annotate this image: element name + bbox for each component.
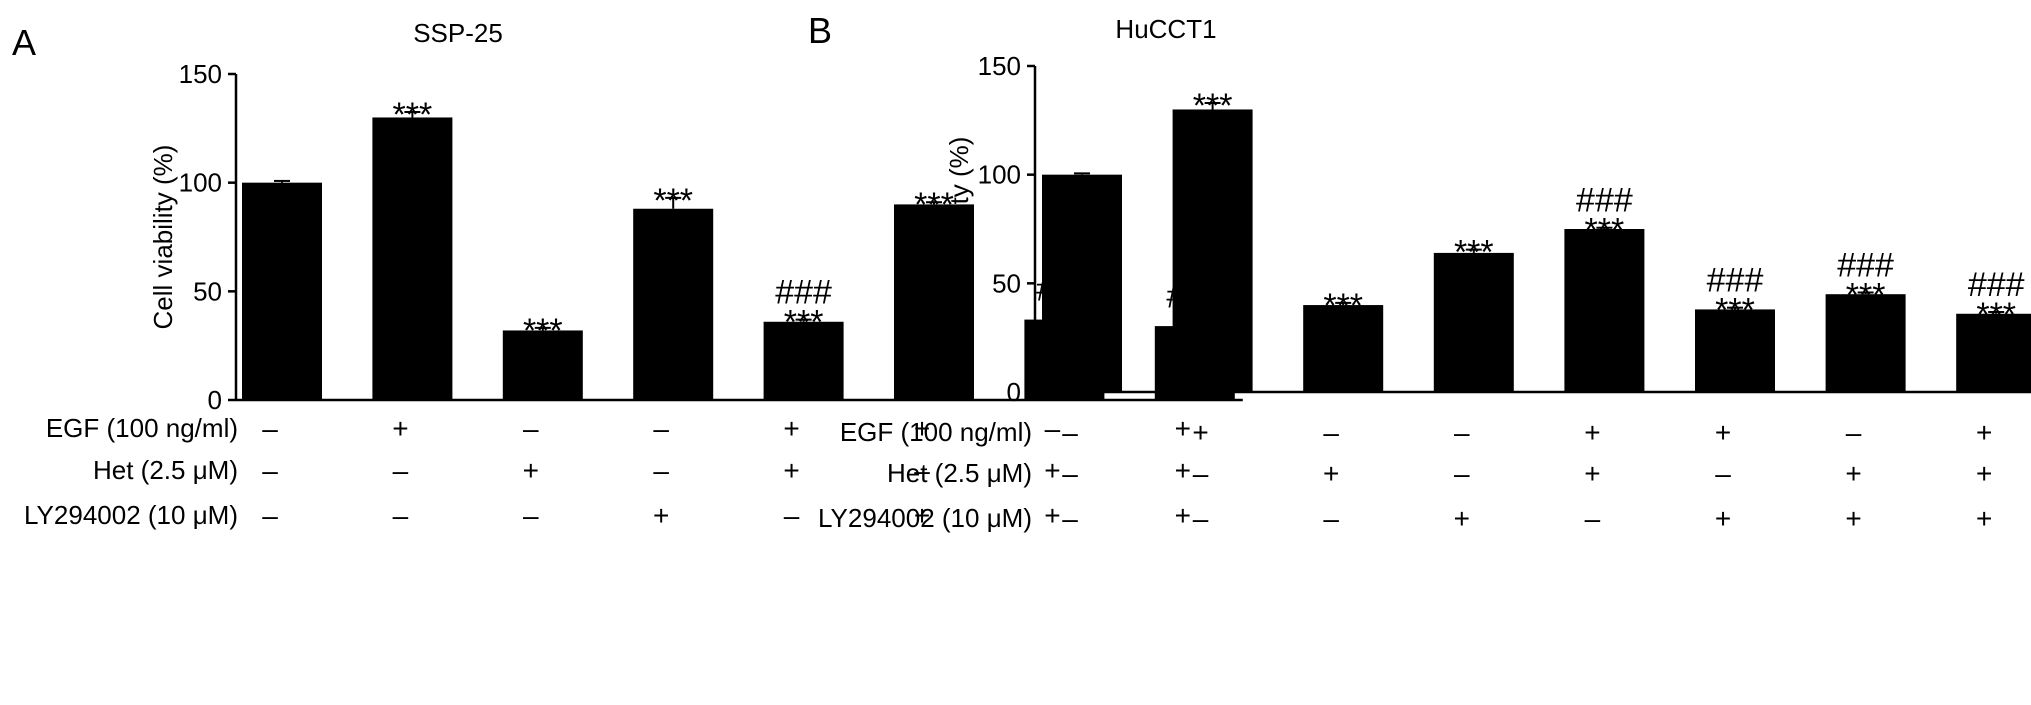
treatment-minus: – xyxy=(262,455,278,486)
significance-label: ###*** xyxy=(1837,246,1894,314)
treatment-label: EGF (100 ng/ml) xyxy=(840,417,1032,447)
treatment-minus: – xyxy=(1062,417,1078,448)
treatment-minus: – xyxy=(1846,417,1862,448)
treatment-minus: – xyxy=(1715,458,1731,489)
significance-label: ###*** xyxy=(775,274,832,342)
treatment-plus: + xyxy=(1715,417,1731,448)
treatment-minus: – xyxy=(1045,413,1061,444)
treatment-minus: – xyxy=(523,413,539,444)
treatment-minus: – xyxy=(1585,503,1601,534)
bar-3 xyxy=(1303,305,1384,392)
treatment-minus: – xyxy=(914,455,930,486)
y-tick-label: 150 xyxy=(179,59,222,89)
treatment-minus: – xyxy=(523,500,539,531)
treatment-plus: + xyxy=(1715,503,1731,534)
treatment-plus: + xyxy=(1175,413,1191,444)
treatment-plus: + xyxy=(392,413,408,444)
treatment-minus: – xyxy=(1062,503,1078,534)
treatment-minus: – xyxy=(1323,417,1339,448)
treatment-plus: + xyxy=(1976,417,1992,448)
significance-label: *** xyxy=(914,186,954,224)
treatment-minus: – xyxy=(1062,458,1078,489)
significance-label: *** xyxy=(523,312,563,350)
treatment-plus: + xyxy=(1845,503,1861,534)
treatment-plus: + xyxy=(1044,455,1060,486)
significance-label: *** xyxy=(1323,287,1363,325)
bar-8 xyxy=(1956,313,2031,392)
bar-6 xyxy=(1695,309,1775,392)
treatment-minus: – xyxy=(262,413,278,444)
treatment-minus: – xyxy=(262,500,278,531)
treatment-minus: – xyxy=(1323,503,1339,534)
treatment-plus: + xyxy=(1323,458,1339,489)
y-axis-label: Cell viability (%) xyxy=(148,145,178,330)
treatment-plus: + xyxy=(1976,503,1992,534)
significance-label: ###*** xyxy=(1968,266,2025,334)
y-tick-label: 100 xyxy=(179,168,222,198)
treatment-plus: + xyxy=(1044,500,1060,531)
treatment-plus: + xyxy=(1175,455,1191,486)
panel-letter: A xyxy=(12,22,36,63)
treatment-plus: + xyxy=(1454,503,1470,534)
y-tick-label: 50 xyxy=(193,276,222,306)
y-tick-label: 0 xyxy=(208,385,222,415)
y-tick-label: 50 xyxy=(992,268,1021,298)
significance-label: ###*** xyxy=(1707,262,1764,330)
treatment-label: LY294002 (10 μM) xyxy=(818,503,1032,533)
y-tick-label: 0 xyxy=(1007,377,1021,407)
bar-1 xyxy=(242,182,322,400)
significance-label: *** xyxy=(653,182,693,220)
treatment-plus: + xyxy=(1845,458,1861,489)
treatment-plus: + xyxy=(1584,458,1600,489)
treatment-plus: + xyxy=(523,455,539,486)
treatment-plus: + xyxy=(914,500,930,531)
treatment-minus: – xyxy=(1193,503,1209,534)
bar-4 xyxy=(633,208,714,400)
bar-7 xyxy=(1825,294,1906,392)
treatment-plus: + xyxy=(1175,500,1191,531)
treatment-label: EGF (100 ng/ml) xyxy=(46,413,238,443)
bar-5 xyxy=(1564,229,1645,392)
significance-label: *** xyxy=(1193,87,1233,125)
treatment-plus: + xyxy=(1192,417,1208,448)
treatment-minus: – xyxy=(1454,417,1470,448)
significance-label: ###*** xyxy=(1576,182,1633,250)
bar-5 xyxy=(763,321,844,400)
treatment-minus: – xyxy=(1454,458,1470,489)
chart-title: SSP-25 xyxy=(413,18,503,48)
treatment-minus: – xyxy=(1193,458,1209,489)
treatment-plus: + xyxy=(914,413,930,444)
y-tick-label: 100 xyxy=(978,160,1021,190)
treatment-plus: + xyxy=(653,500,669,531)
y-tick-label: 150 xyxy=(978,51,1021,81)
treatment-minus: – xyxy=(393,455,409,486)
significance-label: *** xyxy=(393,96,433,134)
panel-letter: B xyxy=(808,10,832,51)
bar-2 xyxy=(1172,109,1253,392)
treatment-minus: – xyxy=(653,455,669,486)
chart-title: HuCCT1 xyxy=(1115,14,1216,44)
significance-label: *** xyxy=(1454,234,1494,272)
treatment-plus: + xyxy=(783,413,799,444)
treatment-label: Het (2.5 μM) xyxy=(887,458,1032,488)
bar-1 xyxy=(1042,174,1122,392)
treatment-plus: + xyxy=(783,455,799,486)
bar-4 xyxy=(1433,252,1514,392)
treatment-plus: + xyxy=(1584,417,1600,448)
treatment-label: LY294002 (10 μM) xyxy=(24,500,238,530)
bar-2 xyxy=(372,117,453,400)
y-axis-label: Cell viability (%) xyxy=(944,137,974,322)
treatment-label: Het (2.5 μM) xyxy=(93,455,238,485)
bar-3 xyxy=(502,330,583,400)
treatment-minus: – xyxy=(653,413,669,444)
treatment-minus: – xyxy=(393,500,409,531)
treatment-minus: – xyxy=(784,500,800,531)
treatment-plus: + xyxy=(1976,458,1992,489)
bar-6 xyxy=(894,204,974,400)
